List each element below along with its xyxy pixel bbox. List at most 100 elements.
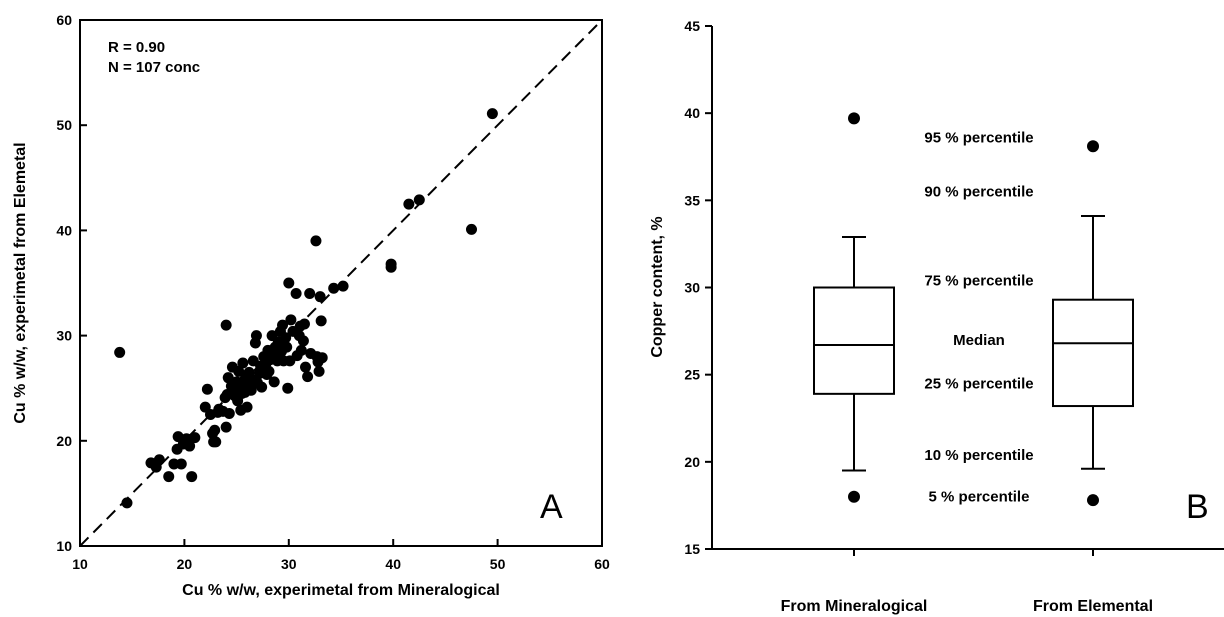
y-tick-label: 30	[56, 328, 72, 344]
legend-p95-label: 95 % percentile	[924, 130, 1033, 147]
scatter-point	[295, 344, 307, 356]
x-tick-label: 50	[490, 556, 506, 572]
legend-p75-label: 75 % percentile	[924, 273, 1033, 290]
legend-p5-label: 5 % percentile	[929, 489, 1030, 506]
scatter-point	[220, 421, 232, 433]
y-axis-label: Cu % w/w, experimetal from Elemetal	[12, 142, 29, 423]
scatter-point	[240, 378, 252, 390]
y-tick-label: 35	[684, 192, 700, 208]
box-plots	[813, 112, 1134, 507]
y-axis-label: Copper content, %	[649, 216, 666, 357]
y-tick-label: 40	[684, 105, 700, 121]
count-annotation: N = 107 conc	[108, 59, 200, 76]
legend-p90-label: 90 % percentile	[924, 184, 1033, 201]
scatter-point	[223, 407, 235, 419]
y-axis-ticks: 10 20 30 40 50 60	[56, 12, 87, 554]
correlation-annotation: R = 0.90	[108, 39, 165, 56]
percentile-legend: 95 % percentile 90 % percentile 75 % perce…	[924, 130, 1033, 506]
x-axis-label: Cu % w/w, experimetal from Mineralogical	[182, 582, 500, 599]
scatter-point	[256, 381, 268, 393]
p95-point	[848, 112, 860, 125]
scatter-point	[222, 372, 234, 384]
scatter-point	[220, 319, 232, 331]
scatter-point	[337, 280, 349, 292]
interquartile-box	[813, 286, 895, 395]
scatter-point	[298, 318, 310, 330]
scatter-point	[283, 277, 295, 289]
x-tick-label: 30	[281, 556, 297, 572]
scatter-point	[413, 194, 425, 206]
scatter-point	[189, 432, 201, 444]
y-tick-label: 40	[56, 222, 72, 238]
scatter-points	[114, 108, 498, 509]
x-tick-label: 60	[594, 556, 610, 572]
panel-label-b: B	[1186, 488, 1209, 526]
y-tick-label: 15	[684, 541, 700, 557]
legend-p10-label: 10 % percentile	[924, 447, 1033, 464]
y-tick-label: 20	[56, 433, 72, 449]
y-tick-label: 50	[56, 117, 72, 133]
y-tick-label: 10	[56, 538, 72, 554]
scatter-point	[486, 108, 498, 120]
x-tick-label: 20	[177, 556, 193, 572]
scatter-point	[268, 376, 280, 388]
scatter-point	[121, 497, 133, 509]
scatter-point	[186, 471, 198, 483]
scatter-point	[163, 471, 175, 483]
scatter-point	[466, 223, 477, 235]
scatter-point	[385, 261, 397, 273]
x-tick-label: 10	[72, 556, 88, 572]
scatter-point	[315, 315, 327, 327]
scatter-point	[219, 392, 231, 404]
y-tick-label: 20	[684, 454, 700, 470]
box-panel-b: 15 20 25 30 35 40 45 From Mineralogical From El…	[649, 18, 1224, 615]
y-tick-label: 45	[684, 18, 700, 34]
y-tick-label: 30	[684, 280, 700, 296]
scatter-point	[201, 383, 213, 395]
p5-point	[1087, 494, 1099, 507]
scatter-point	[304, 288, 316, 300]
scatter-point	[297, 335, 309, 347]
scatter-point	[314, 291, 326, 303]
legend-p25-label: 25 % percentile	[924, 375, 1033, 392]
scatter-point	[184, 440, 196, 452]
scatter-point	[285, 314, 297, 326]
scatter-point	[300, 361, 312, 373]
scatter-point	[209, 424, 221, 436]
scatter-point	[175, 458, 187, 470]
scatter-point	[153, 454, 165, 466]
scatter-point	[280, 332, 292, 344]
y-axis-ticks: 15 20 25 30 35 40 45	[684, 18, 712, 557]
x-tick-label: 40	[385, 556, 401, 572]
interquartile-box	[1052, 298, 1134, 408]
scatter-point	[250, 330, 262, 342]
box-plot	[1052, 140, 1134, 507]
scatter-point	[290, 288, 302, 300]
scatter-point	[310, 235, 322, 247]
scatter-point	[277, 319, 289, 331]
x-axis-ticks: From Mineralogical From Elemental	[781, 549, 1153, 615]
scatter-panel-a: 10 20 30 40 50 60 10 20 30 40 50 60 R = 0.90 N = 1…	[12, 12, 610, 599]
y-tick-label: 25	[684, 367, 700, 383]
scatter-point	[316, 352, 328, 364]
category-label: From Elemental	[1033, 598, 1153, 615]
scatter-point	[282, 382, 294, 394]
scatter-point	[261, 369, 273, 381]
y-tick-label: 60	[56, 12, 72, 28]
scatter-point	[403, 198, 415, 210]
scatter-point	[328, 282, 340, 294]
legend-median-label: Median	[953, 332, 1005, 349]
scatter-point	[210, 436, 222, 448]
p95-point	[1087, 140, 1099, 153]
category-label: From Mineralogical	[781, 598, 928, 615]
scatter-point	[114, 346, 126, 358]
box-plot	[813, 112, 895, 503]
scatter-point	[313, 365, 325, 377]
p5-point	[848, 490, 860, 503]
scatter-plot-frame	[79, 19, 603, 547]
panel-label-a: A	[540, 488, 563, 526]
scatter-point	[237, 357, 249, 369]
x-axis-ticks: 10 20 30 40 50 60	[72, 539, 610, 572]
scatter-point	[241, 401, 253, 413]
